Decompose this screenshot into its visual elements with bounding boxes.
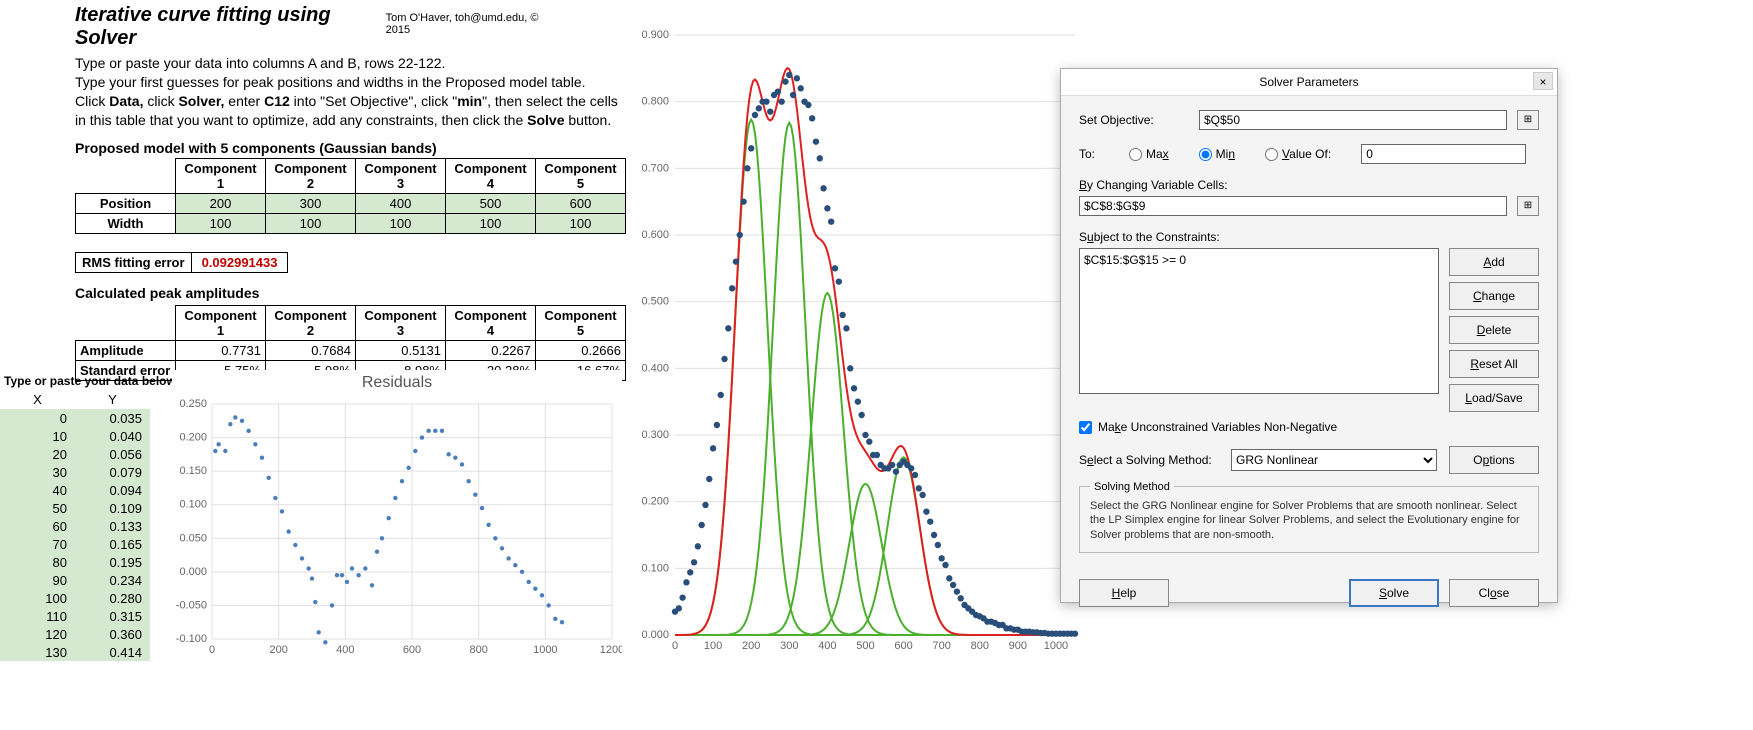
svg-text:0.400: 0.400 (641, 362, 669, 374)
constraints-label: Subject to the Constraints: (1079, 230, 1539, 244)
svg-text:100: 100 (704, 640, 722, 652)
svg-text:0.700: 0.700 (641, 162, 669, 174)
solving-method-desc: Select the GRG Nonlinear engine for Solv… (1090, 499, 1528, 542)
close-button[interactable]: Close (1449, 579, 1539, 607)
svg-text:800: 800 (469, 644, 487, 656)
svg-text:0.150: 0.150 (179, 465, 207, 477)
svg-text:200: 200 (742, 640, 760, 652)
svg-text:0: 0 (672, 640, 678, 652)
svg-text:400: 400 (818, 640, 836, 652)
changing-cells-input[interactable] (1079, 196, 1507, 216)
svg-text:0.200: 0.200 (179, 432, 207, 444)
help-button[interactable]: Help (1079, 579, 1169, 607)
opt-min[interactable]: Min (1199, 147, 1235, 161)
x-col-header: X (0, 390, 75, 409)
svg-text:0.000: 0.000 (641, 629, 669, 641)
svg-text:0.800: 0.800 (641, 96, 669, 108)
method-label: Select a Solving Method: (1079, 453, 1219, 467)
solver-dialog: Solver Parameters × Set Objective: ⊞ To:… (1060, 68, 1558, 603)
svg-text:600: 600 (894, 640, 912, 652)
svg-text:0.250: 0.250 (179, 398, 207, 410)
svg-text:900: 900 (1009, 640, 1027, 652)
model-table: Component 1Component 2Component 3Compone… (75, 158, 626, 234)
reset-button[interactable]: Reset All (1449, 350, 1539, 378)
model-header: Proposed model with 5 components (Gaussi… (0, 136, 630, 158)
svg-text:600: 600 (403, 644, 421, 656)
author-text: Tom O'Haver, toh@umd.edu, © 2015 (386, 12, 555, 36)
svg-text:400: 400 (336, 644, 354, 656)
page-title: Iterative curve fitting using Solver (75, 4, 378, 50)
cell-width-3[interactable]: 100 (356, 213, 446, 233)
range-picker-icon[interactable]: ⊞ (1517, 110, 1539, 130)
delete-button[interactable]: Delete (1449, 316, 1539, 344)
spreadsheet-region: Iterative curve fitting using Solver Tom… (0, 0, 630, 410)
solver-title: Solver Parameters × (1061, 69, 1557, 96)
set-objective-input[interactable] (1199, 110, 1507, 130)
add-button[interactable]: Add (1449, 248, 1539, 276)
solve-button[interactable]: Solve (1349, 579, 1439, 607)
to-label: To: (1079, 147, 1119, 161)
instructions: Type or paste your data into columns A a… (0, 54, 630, 136)
svg-text:0.500: 0.500 (641, 296, 669, 308)
rms-label: RMS fitting error (75, 252, 192, 273)
valueof-input[interactable] (1361, 144, 1526, 164)
constraints-box[interactable]: $C$15:$G$15 >= 0 (1079, 248, 1439, 394)
cell-width-5[interactable]: 100 (536, 213, 626, 233)
svg-text:0.600: 0.600 (641, 229, 669, 241)
svg-text:0.050: 0.050 (179, 532, 207, 544)
opt-valueof[interactable]: Value Of: (1265, 147, 1331, 161)
svg-text:0: 0 (209, 644, 215, 656)
cell-width-1[interactable]: 100 (176, 213, 266, 233)
svg-text:-0.100: -0.100 (176, 633, 207, 645)
change-button[interactable]: Change (1449, 282, 1539, 310)
opt-max[interactable]: Max (1129, 147, 1169, 161)
cell-width-2[interactable]: 100 (266, 213, 356, 233)
svg-text:700: 700 (932, 640, 950, 652)
y-col-header: Y (75, 390, 150, 409)
svg-text:0.100: 0.100 (179, 499, 207, 511)
svg-text:0.300: 0.300 (641, 429, 669, 441)
amps-header: Calculated peak amplitudes (0, 273, 630, 303)
nonneg-checkbox[interactable]: Make Unconstrained Variables Non-Negativ… (1079, 420, 1539, 434)
main-chart: 0.000 0.100 0.200 0.300 0.400 0.500 0.600 0.700… (630, 30, 1080, 655)
svg-text:0.000: 0.000 (179, 566, 207, 578)
svg-text:0.900: 0.900 (641, 30, 669, 41)
cell-pos-3[interactable]: 400 (356, 193, 446, 213)
svg-text:1000: 1000 (1044, 640, 1068, 652)
changing-label: By Changing Variable Cells: (1079, 178, 1539, 192)
svg-text:1000: 1000 (533, 644, 557, 656)
residuals-title: Residuals (172, 370, 622, 396)
svg-text:0.100: 0.100 (641, 562, 669, 574)
svg-text:200: 200 (269, 644, 287, 656)
close-icon[interactable]: × (1533, 72, 1553, 90)
svg-text:500: 500 (856, 640, 874, 652)
cell-pos-2[interactable]: 300 (266, 193, 356, 213)
loadsave-button[interactable]: Load/Save (1449, 384, 1539, 412)
cell-width-4[interactable]: 100 (446, 213, 536, 233)
svg-text:300: 300 (780, 640, 798, 652)
cell-pos-4[interactable]: 500 (446, 193, 536, 213)
svg-text:800: 800 (971, 640, 989, 652)
residuals-chart: Residuals -0.100 -0.050 0.000 0.050 0.100 0.1… (172, 370, 622, 660)
cell-pos-5[interactable]: 600 (536, 193, 626, 213)
svg-text:1200: 1200 (600, 644, 622, 656)
svg-text:-0.050: -0.050 (176, 599, 207, 611)
solving-method-group-title: Solving Method (1090, 481, 1174, 493)
rms-value: 0.092991433 (192, 252, 289, 273)
cell-pos-1[interactable]: 200 (176, 193, 266, 213)
set-objective-label: Set Objective: (1079, 113, 1189, 127)
method-select[interactable]: GRG Nonlinear (1231, 449, 1437, 471)
range-picker-icon[interactable]: ⊞ (1517, 196, 1539, 216)
svg-text:0.200: 0.200 (641, 496, 669, 508)
options-button[interactable]: Options (1449, 446, 1539, 474)
